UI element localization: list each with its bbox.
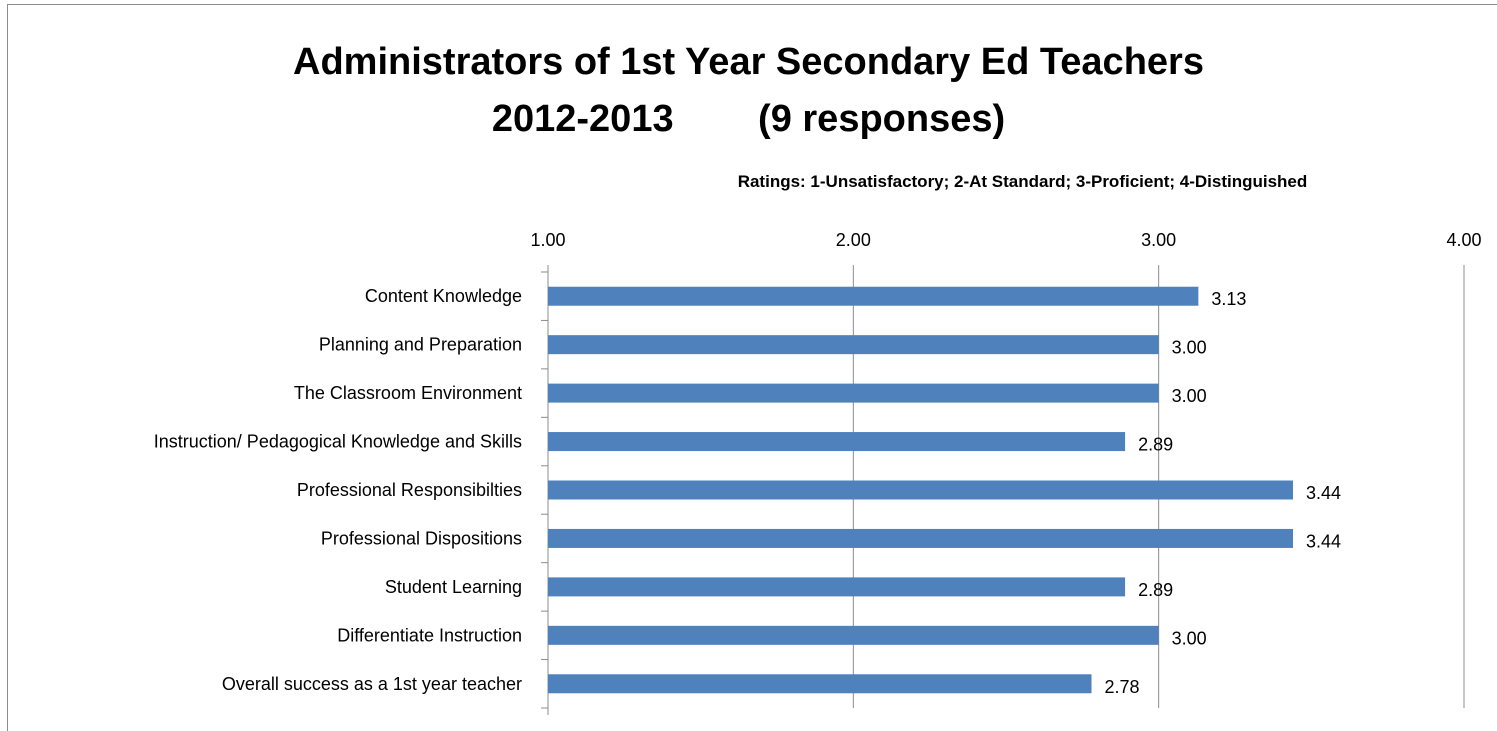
chart-title-line-1: Administrators of 1st Year Secondary Ed … [293,41,1204,83]
data-label: 3.00 [1172,386,1207,406]
bar [548,577,1126,597]
data-label: 3.00 [1172,338,1207,358]
bar [548,625,1159,645]
bar [548,383,1159,403]
category-label: Overall success as a 1st year teacher [222,674,522,694]
category-label: Differentiate Instruction [337,625,522,645]
category-label: Planning and Preparation [319,335,522,355]
x-tick-label: 2.00 [836,230,871,250]
data-label: 2.78 [1104,677,1139,697]
x-tick-label: 3.00 [1141,230,1176,250]
data-label: 2.89 [1138,580,1173,600]
bar [548,286,1199,306]
chart-frame [7,4,1497,731]
data-label: 2.89 [1138,435,1173,455]
category-label: Content Knowledge [365,286,522,306]
data-label: 3.00 [1172,628,1207,648]
bar [548,335,1159,355]
chart-subtitle: Ratings: 1-Unsatisfactory; 2-At Standard… [737,172,1308,191]
data-label: 3.44 [1306,483,1341,503]
bar [548,528,1294,548]
bar [548,480,1294,500]
x-tick-label: 1.00 [530,230,565,250]
x-tick-label: 4.00 [1446,230,1481,250]
data-label: 3.13 [1211,289,1246,309]
chart-title-line-2: 2012-2013 (9 responses) [491,98,1006,140]
bar [548,674,1092,694]
data-label: 3.44 [1306,531,1341,551]
category-label: Instruction/ Pedagogical Knowledge and S… [154,432,522,452]
category-label: Professional Dispositions [321,528,522,548]
category-label: The Classroom Environment [294,383,522,403]
category-label: Student Learning [385,577,522,597]
bar [548,432,1126,452]
category-label: Professional Responsibilties [297,480,522,500]
